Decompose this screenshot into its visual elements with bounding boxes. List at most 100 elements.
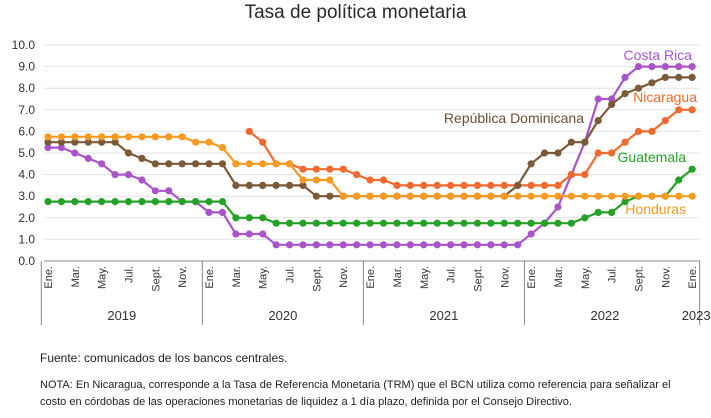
series-label-nicaragua: Nicaragua	[633, 89, 697, 105]
data-point-guatemala	[272, 219, 280, 227]
series-group	[44, 63, 696, 249]
x-tick-label: Jul.	[446, 266, 458, 283]
data-point-costa-rica	[339, 241, 347, 249]
data-point-honduras	[44, 133, 52, 141]
x-tick-label: Ene.	[526, 266, 538, 289]
data-point-republica-dominicana	[192, 160, 200, 168]
data-point-guatemala	[393, 219, 401, 227]
data-point-republica-dominicana	[178, 160, 186, 168]
data-point-honduras	[527, 192, 535, 200]
data-point-guatemala	[621, 198, 629, 206]
data-point-honduras	[540, 192, 549, 200]
data-point-honduras	[447, 192, 455, 200]
data-point-nicaragua	[473, 181, 482, 189]
data-point-costa-rica	[259, 230, 267, 238]
data-point-honduras	[165, 133, 173, 141]
y-tick-label: 3.0	[18, 189, 35, 203]
series-label-costa-rica: Costa Rica	[624, 47, 693, 63]
data-point-nicaragua	[648, 127, 656, 135]
data-point-guatemala	[500, 219, 508, 227]
data-point-republica-dominicana	[98, 138, 106, 146]
data-point-honduras	[138, 133, 146, 141]
data-point-costa-rica	[218, 208, 227, 216]
x-tick-label: Jul.	[285, 266, 297, 283]
data-point-nicaragua	[608, 149, 616, 157]
data-point-honduras	[272, 160, 280, 168]
data-point-honduras	[71, 133, 79, 141]
series-labels: Costa Rica Nicaragua República Dominicana G…	[444, 47, 697, 217]
data-point-guatemala	[608, 208, 616, 216]
data-point-honduras	[608, 192, 616, 200]
x-tick-label: Sept.	[633, 266, 645, 292]
y-tick-label: 0.0	[18, 254, 35, 268]
data-point-nicaragua	[406, 181, 414, 189]
data-point-honduras	[594, 192, 602, 200]
data-point-nicaragua	[366, 176, 374, 184]
data-point-costa-rica	[621, 73, 629, 81]
x-tick-label: Nov.	[499, 266, 511, 288]
line-chart: 0.0 1.0 2.0 3.0 4.0 5.0 6.0 7.0 8.0 9.0 10.0 Ene. Ma…	[12, 38, 711, 325]
x-tick-label: May.	[419, 266, 431, 289]
data-point-republica-dominicana	[57, 138, 66, 146]
data-point-costa-rica	[205, 208, 213, 216]
x-tick-label: Mar.	[70, 266, 82, 287]
data-point-guatemala	[57, 198, 66, 206]
data-point-guatemala	[326, 219, 334, 227]
data-point-guatemala	[433, 219, 441, 227]
data-point-honduras	[57, 133, 66, 141]
nicaragua-note: NOTA: En Nicaragua, corresponde a la Tas…	[40, 377, 700, 411]
data-point-costa-rica	[245, 230, 253, 238]
data-point-republica-dominicana	[71, 138, 79, 146]
data-point-guatemala	[98, 198, 106, 206]
data-point-costa-rica	[326, 241, 334, 249]
x-tick-label: Nov.	[338, 266, 350, 288]
data-point-republica-dominicana	[299, 181, 307, 189]
data-point-honduras	[675, 192, 683, 200]
data-point-republica-dominicana	[527, 160, 535, 168]
data-point-honduras	[393, 192, 401, 200]
data-point-republica-dominicana	[124, 149, 133, 157]
data-point-costa-rica	[460, 241, 468, 249]
data-point-guatemala	[514, 219, 522, 227]
x-tick-label: Ene.	[204, 266, 216, 289]
data-point-republica-dominicana	[165, 160, 173, 168]
x-tick-label: Sept.	[150, 266, 162, 292]
data-point-nicaragua	[353, 171, 361, 179]
data-point-republica-dominicana	[111, 138, 119, 146]
x-tick-label: Mar.	[231, 266, 243, 287]
data-point-guatemala	[420, 219, 428, 227]
data-point-nicaragua	[433, 181, 441, 189]
y-tick-label: 9.0	[18, 60, 35, 74]
year-label: 2021	[429, 308, 458, 323]
data-point-nicaragua	[299, 165, 307, 173]
data-point-guatemala	[71, 198, 79, 206]
data-point-honduras	[205, 138, 213, 146]
data-point-guatemala	[366, 219, 374, 227]
data-point-nicaragua	[661, 117, 669, 125]
data-point-nicaragua	[675, 106, 683, 114]
data-point-republica-dominicana	[232, 181, 240, 189]
data-point-republica-dominicana	[634, 84, 643, 92]
data-point-republica-dominicana	[648, 79, 656, 87]
data-point-honduras	[581, 192, 589, 200]
x-tick-label: Nov.	[177, 266, 189, 288]
data-point-costa-rica	[98, 160, 106, 168]
series-line-nicaragua	[248, 108, 693, 187]
x-tick-label: May.	[97, 266, 109, 289]
data-point-costa-rica	[675, 63, 683, 71]
data-point-costa-rica	[406, 241, 414, 249]
data-point-nicaragua	[621, 138, 629, 146]
y-tick-label: 7.0	[18, 103, 35, 117]
data-point-nicaragua	[420, 181, 428, 189]
year-label: 2019	[107, 308, 136, 323]
data-point-guatemala	[245, 214, 253, 222]
data-point-costa-rica	[420, 241, 428, 249]
data-point-honduras	[111, 133, 119, 141]
data-point-republica-dominicana	[138, 154, 146, 162]
data-point-costa-rica	[272, 241, 280, 249]
x-tick-label: May.	[580, 266, 592, 289]
data-point-republica-dominicana	[218, 160, 227, 168]
data-point-costa-rica	[379, 241, 388, 249]
data-point-republica-dominicana	[84, 138, 92, 146]
data-point-honduras	[487, 192, 495, 200]
